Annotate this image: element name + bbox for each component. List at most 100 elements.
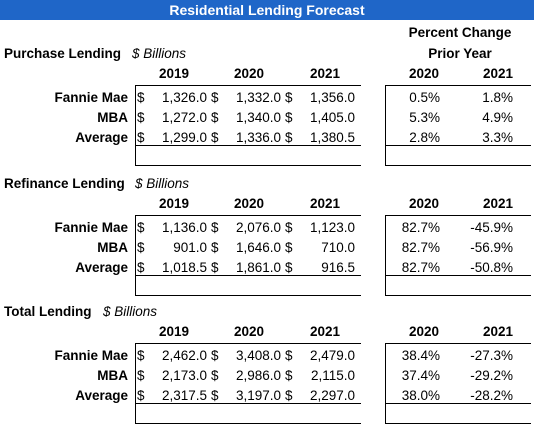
pct-year-header: 2021 — [482, 66, 514, 81]
value-cell: $3,197.0 — [211, 388, 281, 404]
pct-change-header: Percent Change — [408, 25, 512, 40]
value-number: 1,326.0 — [161, 90, 207, 105]
value-number: 2,479.0 — [309, 348, 355, 363]
row-label: MBA — [97, 368, 128, 383]
pct-year-header: 2021 — [482, 324, 514, 339]
value-cell: $1,136.0 — [137, 220, 207, 236]
value-cell: $1,405.0 — [285, 110, 355, 126]
value-number: 901.0 — [173, 240, 207, 255]
value-number: 1,332.0 — [235, 90, 281, 105]
value-number: 710.0 — [321, 240, 355, 255]
pct-cell: 37.4% — [401, 368, 440, 383]
value-cell: $1,646.0 — [211, 240, 281, 256]
value-cell: $1,380.5 — [285, 130, 355, 146]
pct-cell: 4.9% — [482, 110, 513, 125]
currency-symbol: $ — [137, 110, 145, 125]
value-cell: $1,018.5 — [137, 260, 207, 276]
pct-year-header: 2021 — [482, 196, 514, 211]
value-number: 1,018.5 — [161, 260, 207, 275]
row-label: MBA — [97, 240, 128, 255]
pct-average-separator — [385, 275, 531, 276]
value-cell: $2,462.0 — [137, 348, 207, 364]
currency-symbol: $ — [285, 388, 293, 403]
value-number: 2,076.0 — [235, 220, 281, 235]
value-number: 1,136.0 — [161, 220, 207, 235]
value-number: 2,297.0 — [309, 388, 355, 403]
value-number: 1,861.0 — [235, 260, 281, 275]
section-label: Purchase Lending — [4, 46, 122, 61]
header-underline — [135, 343, 361, 344]
average-separator — [135, 275, 361, 276]
value-number: 1,646.0 — [235, 240, 281, 255]
section-unit: $ Billions — [103, 304, 158, 319]
pct-cell: 38.0% — [401, 388, 440, 403]
year-header: 2019 — [158, 324, 190, 339]
section-label: Total Lending — [4, 304, 92, 319]
pct-cell: 38.4% — [401, 348, 440, 363]
currency-symbol: $ — [211, 240, 219, 255]
row-label: Fannie Mae — [54, 90, 128, 105]
pct-cell: -50.8% — [470, 260, 513, 275]
currency-symbol: $ — [285, 220, 293, 235]
currency-symbol: $ — [285, 90, 293, 105]
currency-symbol: $ — [285, 110, 293, 125]
value-cell: $1,861.0 — [211, 260, 281, 276]
values-bottom-border — [135, 165, 361, 166]
pct-cell: -29.2% — [470, 368, 513, 383]
section-label: Refinance Lending — [4, 176, 125, 191]
section-unit: $ Billions — [132, 46, 187, 61]
value-cell: $1,340.0 — [211, 110, 281, 126]
pct-header-underline — [385, 215, 531, 216]
currency-symbol: $ — [137, 240, 145, 255]
value-cell: $1,299.0 — [137, 130, 207, 146]
pct-average-separator — [385, 145, 531, 146]
pct-cell: 2.8% — [409, 130, 440, 145]
currency-symbol: $ — [285, 368, 293, 383]
value-cell: $1,123.0 — [285, 220, 355, 236]
average-separator — [135, 403, 361, 404]
value-cell: $2,986.0 — [211, 368, 281, 384]
year-header: 2021 — [309, 66, 341, 81]
value-number: 1,123.0 — [309, 220, 355, 235]
currency-symbol: $ — [137, 388, 145, 403]
value-number: 1,380.5 — [309, 130, 355, 145]
value-number: 2,173.0 — [161, 368, 207, 383]
value-cell: $2,297.0 — [285, 388, 355, 404]
pct-cell: 82.7% — [401, 220, 440, 235]
currency-symbol: $ — [211, 348, 219, 363]
value-number: 1,336.0 — [235, 130, 281, 145]
value-number: 916.5 — [321, 260, 355, 275]
value-cell: $1,272.0 — [137, 110, 207, 126]
year-header: 2019 — [158, 196, 190, 211]
row-label: Average — [75, 388, 128, 403]
pct-header-underline — [385, 343, 531, 344]
currency-symbol: $ — [137, 260, 145, 275]
report-title: Residential Lending Forecast — [0, 0, 534, 20]
section-unit: $ Billions — [135, 176, 190, 191]
currency-symbol: $ — [211, 220, 219, 235]
value-cell: $901.0 — [137, 240, 207, 256]
currency-symbol: $ — [285, 260, 293, 275]
pct-year-header: 2020 — [408, 66, 440, 81]
pct-cell: -28.2% — [470, 388, 513, 403]
year-header: 2021 — [309, 324, 341, 339]
value-number: 2,462.0 — [161, 348, 207, 363]
value-cell: $2,115.0 — [285, 368, 355, 384]
currency-symbol: $ — [211, 368, 219, 383]
year-header: 2021 — [309, 196, 341, 211]
value-cell: $2,173.0 — [137, 368, 207, 384]
value-cell: $1,332.0 — [211, 90, 281, 106]
value-number: 1,405.0 — [309, 110, 355, 125]
header-underline — [135, 215, 361, 216]
average-separator — [135, 145, 361, 146]
value-cell: $2,479.0 — [285, 348, 355, 364]
pct-left-border — [385, 85, 386, 165]
pct-cell: -27.3% — [470, 348, 513, 363]
values-left-border — [135, 215, 136, 295]
year-header: 2020 — [233, 196, 265, 211]
row-label: MBA — [97, 110, 128, 125]
year-header: 2019 — [158, 66, 190, 81]
prior-year-header: Prior Year — [428, 46, 492, 61]
currency-symbol: $ — [137, 348, 145, 363]
values-left-border — [135, 343, 136, 423]
